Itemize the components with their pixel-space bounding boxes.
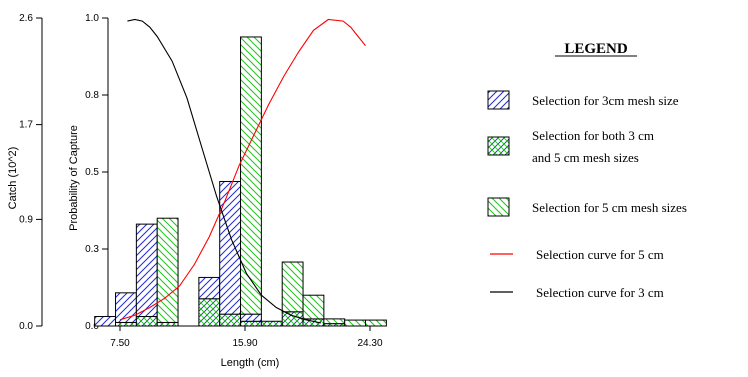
legend-item-label: and 5 cm mesh sizes: [532, 150, 639, 165]
catch-tick-label: 0.0: [19, 321, 33, 332]
bar-both-mesh: [281, 311, 304, 327]
bar-5cm-mesh: [240, 36, 262, 315]
legend-title: LEGEND: [564, 41, 628, 57]
legend-swatch-3cm: [487, 90, 510, 110]
x-tick-label: 24.30: [357, 338, 382, 349]
histogram-bars: [94, 36, 387, 327]
bar-both-mesh: [115, 321, 137, 327]
legend-item-label: Selection curve for 3 cm: [536, 285, 664, 300]
bar-3cm-mesh: [198, 276, 221, 300]
legend-swatch-5cm: [487, 197, 510, 217]
bar-both-mesh: [260, 320, 283, 327]
selection-curve-5cm: [119, 18, 366, 321]
legend-items: Selection for 3cm mesh size Selection for…: [487, 90, 687, 300]
bar-both-mesh: [219, 313, 242, 327]
legend-item-label: Selection for both 3 cm: [532, 128, 654, 143]
x-tick-label: 7.50: [110, 338, 130, 349]
bar-5cm-mesh: [365, 319, 387, 327]
catch-axis-ticks: 2.6 1.7 0.9 0.0: [19, 13, 42, 332]
bar-both-mesh: [240, 320, 262, 327]
bar-5cm-mesh: [344, 319, 367, 327]
catch-tick-label: 0.9: [19, 214, 33, 225]
selection-curves: [119, 18, 366, 324]
bar-5cm-mesh: [323, 318, 346, 325]
bar-3cm-mesh: [135, 223, 158, 318]
bar-5cm-mesh: [302, 294, 325, 320]
catch-tick-label: 1.7: [19, 120, 33, 131]
probability-axis-label: Probability of Capture: [68, 125, 80, 231]
bar-both-mesh: [156, 321, 179, 327]
legend-item-label: Selection for 3cm mesh size: [532, 93, 679, 108]
catch-axis-label: Catch (10^2): [7, 147, 19, 210]
probability-tick-label: 0.5: [85, 167, 99, 178]
probability-tick-label: 0.0: [85, 321, 99, 332]
probability-tick-label: 0.8: [85, 90, 99, 101]
probability-axis-ticks: 1.0 0.8 0.5 0.3 0.0: [85, 13, 108, 332]
x-axis-ticks: 7.50 15.90 24.30: [110, 326, 383, 349]
x-axis-label: Length (cm): [221, 357, 280, 369]
bar-3cm-mesh: [94, 316, 117, 327]
bar-both-mesh: [198, 298, 221, 327]
bar-5cm-mesh: [156, 217, 179, 323]
bar-3cm-mesh: [219, 180, 242, 315]
probability-tick-label: 1.0: [85, 13, 99, 24]
probability-tick-label: 0.3: [85, 244, 99, 255]
legend: LEGEND Selection for 3cm mesh sizeSelect…: [487, 41, 687, 300]
x-tick-label: 15.90: [232, 338, 257, 349]
legend-swatch-both: [487, 136, 510, 156]
legend-item-label: Selection curve for 5 cm: [536, 247, 664, 262]
catch-tick-label: 2.6: [19, 13, 33, 24]
bar-3cm-mesh: [240, 313, 262, 322]
bar-both-mesh: [135, 316, 158, 327]
legend-item-label: Selection for 5 cm mesh sizes: [532, 200, 687, 215]
selection-curve-3cm: [127, 18, 322, 324]
bar-5cm-mesh: [281, 261, 304, 313]
